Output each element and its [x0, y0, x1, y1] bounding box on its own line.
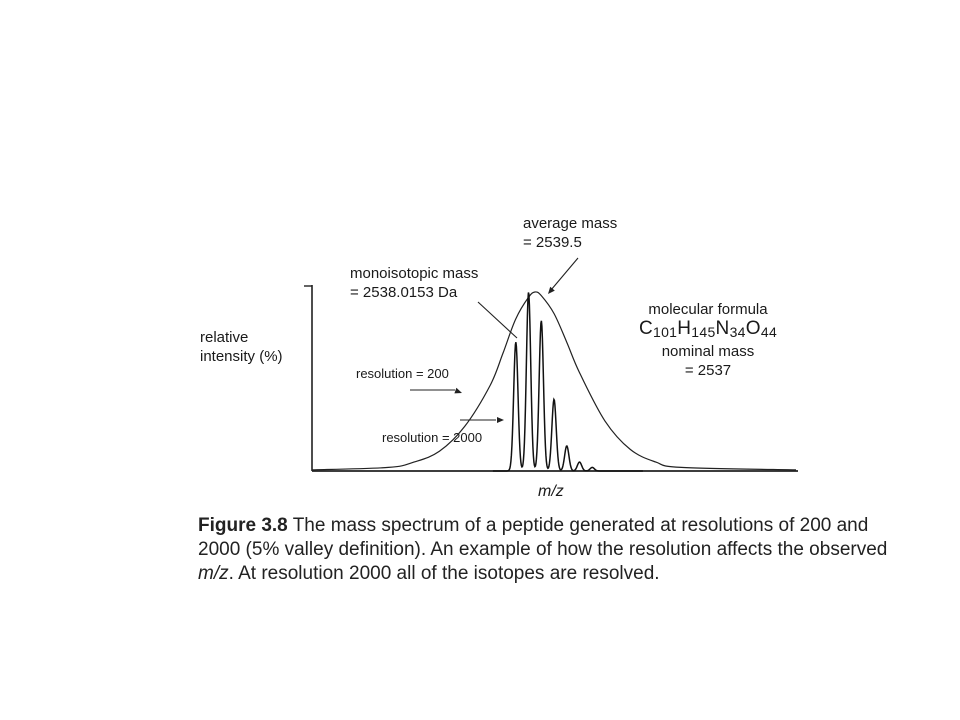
molecular-formula-label: molecular formula — [648, 301, 768, 318]
x-axis-label: m/z — [538, 483, 564, 500]
average-mass-label: average mass = 2539.5 — [523, 215, 618, 251]
average-mass-arrowhead — [548, 286, 555, 294]
caption-text-2: . At resolution 2000 all of the isotopes… — [228, 563, 660, 584]
figure-number: Figure 3.8 — [198, 515, 288, 536]
molecular-formula: C101H145N34O44 — [638, 318, 778, 340]
resolution-200-arrowhead — [454, 387, 462, 394]
nominal-mass-label: nominal mass — [661, 343, 755, 360]
figure-caption: Figure 3.8 The mass spectrum of a peptid… — [198, 514, 898, 586]
nominal-mass-value: = 2537 — [684, 362, 732, 379]
axes — [304, 285, 798, 472]
resolution-2000-label: resolution = 2000 — [382, 430, 483, 445]
resolution-200-label: resolution = 200 — [356, 366, 449, 381]
caption-text-1: The mass spectrum of a peptide generated… — [198, 515, 888, 560]
caption-mz: m/z — [198, 563, 229, 584]
monoisotopic-mass-label: monoisotopic mass = 2538.0153 Da — [350, 265, 479, 301]
resolution-2000-arrowhead — [497, 417, 504, 423]
y-axis-label: relative intensity (%) — [200, 329, 283, 365]
series-resolution-200-line — [311, 291, 797, 471]
series-resolution-2000-line — [492, 292, 643, 472]
average-mass-pointer — [550, 257, 579, 291]
monoisotopic-mass-pointer — [477, 301, 518, 339]
annotation-pointers — [410, 257, 579, 423]
molecular-formula-block: molecular formula C101H145N34O44 nominal… — [628, 300, 788, 380]
